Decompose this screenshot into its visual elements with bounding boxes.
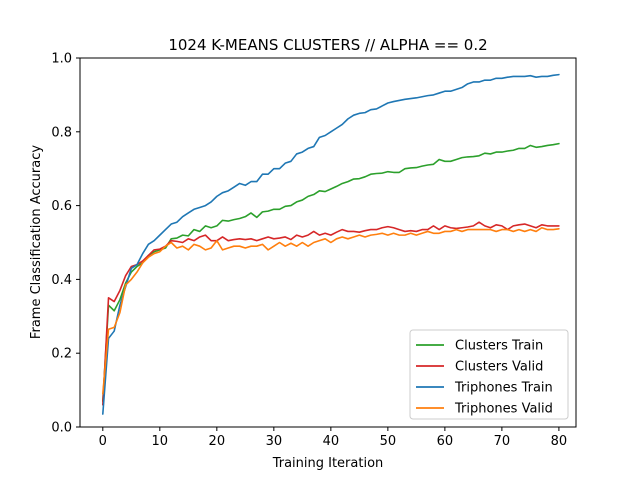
legend-label: Clusters Train <box>455 339 543 354</box>
x-tick-label: 20 <box>209 434 226 449</box>
x-axis-label: Training Iteration <box>272 456 384 471</box>
x-tick-label: 80 <box>551 434 568 449</box>
y-axis-label: Frame Classification Accuracy <box>29 145 44 339</box>
x-tick-label: 30 <box>266 434 283 449</box>
series-line-triphones-valid <box>102 226 560 395</box>
y-axis: 0.0 0.2 0.4 0.6 0.8 1.0 <box>51 52 80 436</box>
x-tick-label: 70 <box>494 434 511 449</box>
x-tick-label: 50 <box>380 434 397 449</box>
legend-items: Clusters Train Clusters Valid Triphones Tr… <box>416 339 553 417</box>
y-tick-label: 0.2 <box>51 347 72 362</box>
x-axis: 0 10 20 30 40 50 60 70 80 <box>99 427 568 449</box>
x-tick-label: 40 <box>323 434 340 449</box>
chart-title: 1024 K-MEANS CLUSTERS // ALPHA == 0.2 <box>168 36 487 54</box>
x-tick-label: 60 <box>437 434 454 449</box>
legend-label: Triphones Train <box>454 381 553 396</box>
legend-label: Clusters Valid <box>455 360 543 375</box>
plot-frame <box>79 57 577 428</box>
series-line-clusters-train <box>102 142 560 402</box>
legend-box <box>409 329 569 420</box>
series-line-triphones-train <box>102 73 560 415</box>
y-tick-label: 0.0 <box>51 421 72 436</box>
plot-lines <box>102 73 560 415</box>
y-tick-label: 0.6 <box>51 199 72 214</box>
y-tick-label: 1.0 <box>51 52 72 67</box>
y-tick-label: 0.4 <box>51 273 72 288</box>
series-line-clusters-valid <box>102 221 560 406</box>
legend-label: Triphones Valid <box>454 402 553 417</box>
x-tick-label: 0 <box>99 434 107 449</box>
y-tick-label: 0.8 <box>51 125 72 140</box>
x-tick-label: 10 <box>152 434 169 449</box>
legend: Clusters Train Clusters Valid Triphones Tr… <box>409 329 569 420</box>
